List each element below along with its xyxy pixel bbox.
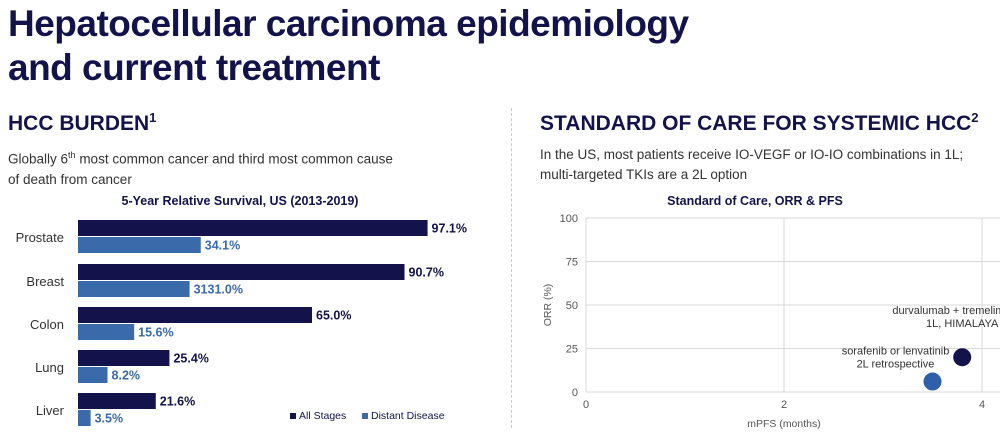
bar-value-label-prostate-all-stages: 97.1%	[432, 222, 467, 236]
bar-category-label-breast: Breast	[26, 274, 64, 289]
scatter-point-label-line: 2L retrospective	[857, 359, 935, 371]
survival-bar-chart: 5-Year Relative Survival, US (2013-2019)…	[16, 194, 467, 426]
bar-colon-all-stages	[78, 307, 312, 323]
standard-of-care-footnote-ref: 2	[971, 110, 979, 125]
bar-value-label-lung-all-stages: 25.4%	[173, 352, 208, 366]
hcc-burden-footnote-ref: 1	[149, 110, 157, 125]
scatter-point-label-line: sorafenib or lenvatinib	[842, 346, 950, 358]
scatter-x-axis-label: mPFS (months)	[747, 418, 821, 430]
scatter-point-label-2: sorafenib or lenvatinib 2L retrospective	[842, 346, 950, 371]
scatter-x-tick-2: 2	[781, 399, 787, 411]
legend-label-distant-disease: Distant Disease	[371, 410, 445, 422]
scatter-x-tick-4: 4	[979, 399, 985, 411]
hcc-burden-description: Globally 6th most common cancer and thir…	[8, 145, 393, 190]
legend-label-all-stages: All Stages	[299, 410, 346, 422]
bar-colon-distant-disease	[78, 324, 135, 340]
bar-category-label-colon: Colon	[30, 317, 64, 332]
page-title-line-1: Hepatocellular carcinoma epidemiology	[8, 3, 689, 44]
legend-swatch-distant-disease	[362, 413, 368, 419]
bar-breast-all-stages	[78, 264, 405, 280]
desc-suffix: most common cancer and third most common…	[75, 151, 393, 167]
hcc-burden-heading: HCC BURDEN1	[8, 110, 156, 136]
scatter-point-label-line: 1L, HIMALAYA	[926, 318, 999, 330]
scatter-y-tick-50: 50	[566, 300, 578, 312]
bar-value-label-colon-all-stages: 65.0%	[316, 309, 351, 323]
standard-of-care-desc-line-1: In the US, most patients receive IO-VEGF…	[540, 147, 964, 162]
page-title-line-2: and current treatment	[8, 47, 380, 88]
scatter-point-2	[923, 372, 942, 391]
bar-prostate-distant-disease	[78, 237, 201, 253]
standard-of-care-heading: STANDARD OF CARE FOR SYSTEMIC HCC2	[540, 110, 979, 136]
bar-value-label-breast-distant-disease: 3131.0%	[194, 283, 243, 297]
scatter-y-axis-label: ORR (%)	[542, 284, 554, 327]
standard-of-care-heading-text: STANDARD OF CARE FOR SYSTEMIC HCC	[540, 112, 972, 135]
bar-lung-all-stages	[78, 350, 170, 366]
scatter-chart-title: Standard of Care, ORR & PFS	[667, 194, 843, 208]
bar-liver-distant-disease	[78, 410, 91, 426]
bar-lung-distant-disease	[78, 367, 108, 383]
scatter-point-label-line: durvalumab + tremelimumab	[892, 305, 1000, 317]
scatter-point-1	[953, 348, 972, 367]
bar-value-label-colon-distant-disease: 15.6%	[138, 326, 173, 340]
section-divider	[511, 108, 512, 428]
scatter-y-tick-25: 25	[566, 344, 578, 356]
hcc-burden-heading-text: HCC BURDEN	[8, 112, 150, 135]
bar-category-label-prostate: Prostate	[16, 230, 64, 245]
bar-chart-marks: Prostate 97.1% 34.1% Breast 90.7% 3131.0% Colo…	[16, 220, 467, 426]
scatter-grid	[585, 217, 1000, 393]
bar-category-label-liver: Liver	[36, 403, 65, 418]
bar-chart-legend: All Stages Distant Disease	[290, 410, 445, 422]
bar-chart-title: 5-Year Relative Survival, US (2013-2019)	[122, 194, 359, 208]
bar-liver-all-stages	[78, 393, 156, 409]
scatter-y-tick-0: 0	[572, 387, 578, 399]
bar-value-label-prostate-distant-disease: 34.1%	[205, 239, 240, 253]
standard-of-care-description: In the US, most patients receive IO-VEGF…	[540, 145, 963, 185]
legend-swatch-all-stages	[290, 413, 296, 419]
bar-value-label-lung-distant-disease: 8.2%	[112, 369, 140, 383]
bar-category-label-lung: Lung	[35, 360, 64, 375]
scatter-tick-labels: 024680255075100	[560, 213, 985, 411]
bar-prostate-all-stages	[78, 220, 428, 236]
bar-value-label-breast-all-stages: 90.7%	[409, 266, 444, 280]
scatter-y-tick-75: 75	[566, 257, 578, 269]
bar-value-label-liver-all-stages: 21.6%	[160, 395, 195, 409]
bar-value-label-liver-distant-disease: 3.5%	[95, 412, 124, 426]
page-title: Hepatocellular carcinoma epidemiology an…	[8, 2, 908, 90]
desc-superscript: th	[68, 150, 76, 160]
hcc-burden-desc-line-2: of death from cancer	[8, 171, 132, 187]
hcc-burden-desc-line-1: Globally 6th most common cancer and thir…	[8, 145, 393, 170]
bar-breast-distant-disease	[78, 281, 190, 297]
scatter-points: durvalumab + tremelimumab1L, HIMALAYA sor…	[842, 305, 1000, 391]
standard-of-care-desc-line-2: multi-targeted TKIs are a 2L option	[540, 167, 748, 182]
scatter-point-label-1: durvalumab + tremelimumab1L, HIMALAYA	[892, 305, 1000, 330]
scatter-x-tick-0: 0	[583, 399, 589, 411]
scatter-y-tick-100: 100	[560, 213, 578, 225]
desc-prefix: Globally 6	[8, 151, 69, 167]
